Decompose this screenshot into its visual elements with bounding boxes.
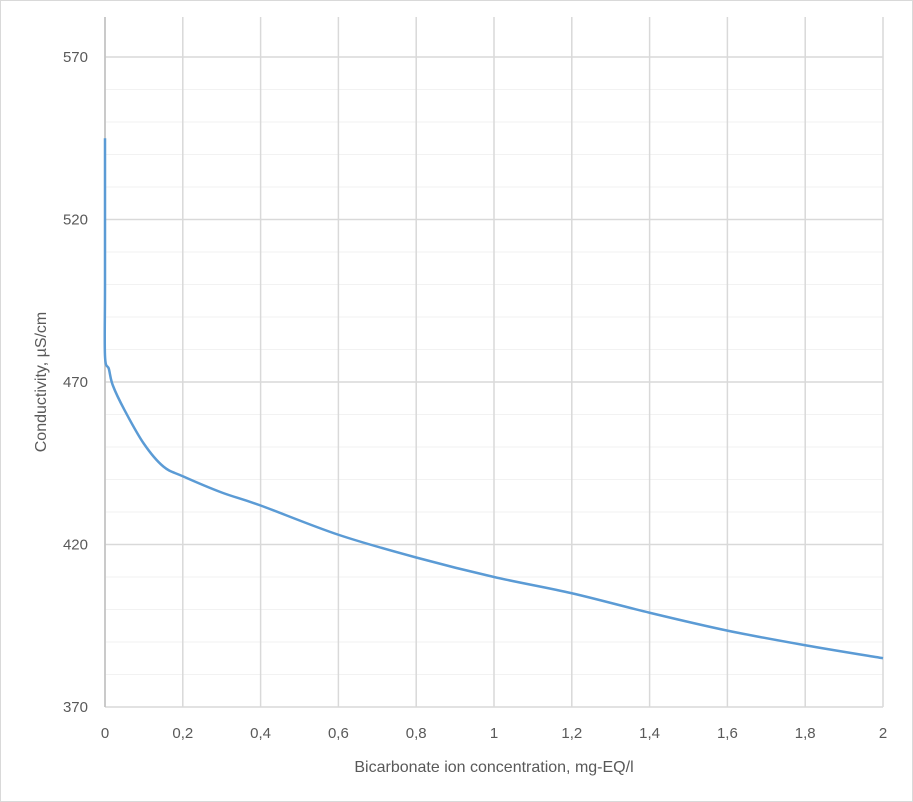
x-tick-label: 1,8 xyxy=(795,725,816,742)
series-line xyxy=(103,138,884,660)
x-tick-label: 0,6 xyxy=(328,725,349,742)
plot-area xyxy=(103,138,884,660)
x-tick-label: 0,4 xyxy=(250,725,271,742)
grid xyxy=(104,17,884,708)
x-tick-label: 1 xyxy=(490,725,498,742)
tick-labels: 370 420 470 520 570 0 0,2 0,4 0,6 0,8 1 1,2 1,4 1,6 1,… xyxy=(63,49,887,742)
y-axis-label: Conductivity, µS/cm xyxy=(33,312,50,453)
x-axis-label: Bicarbonate ion concentration, mg-EQ/l xyxy=(354,759,633,776)
x-tick-label: 1,6 xyxy=(717,725,738,742)
y-tick-label: 570 xyxy=(63,49,88,66)
x-tick-label: 2 xyxy=(879,725,887,742)
x-tick-label: 1,2 xyxy=(561,725,582,742)
x-tick-label: 0,8 xyxy=(406,725,427,742)
y-tick-label: 370 xyxy=(63,699,88,716)
y-tick-label: 420 xyxy=(63,537,88,554)
x-tick-label: 0,2 xyxy=(172,725,193,742)
y-tick-label: 520 xyxy=(63,212,88,229)
x-tick-label: 0 xyxy=(101,725,109,742)
x-tick-label: 1,4 xyxy=(639,725,660,742)
y-tick-label: 470 xyxy=(63,374,88,391)
